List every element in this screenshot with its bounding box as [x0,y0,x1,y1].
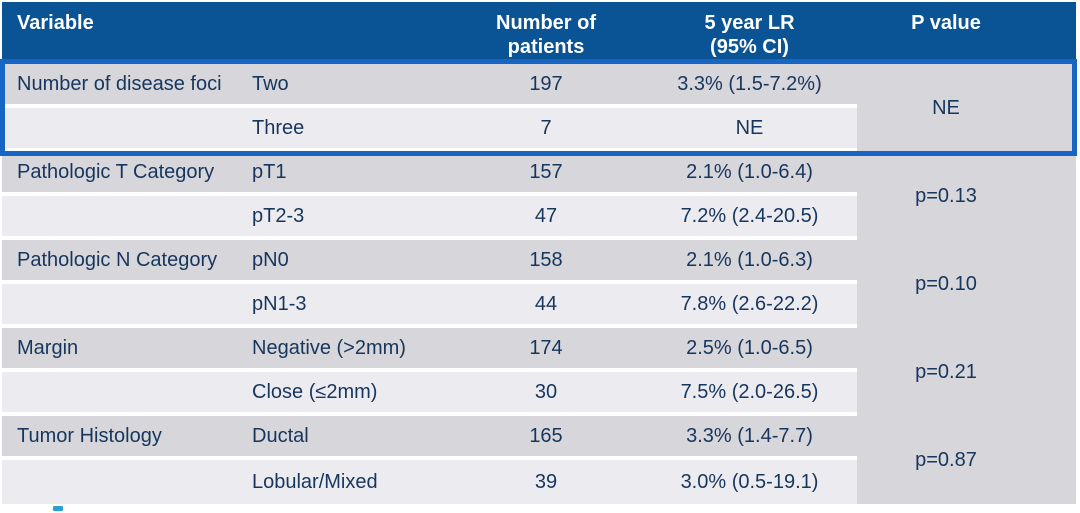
pvalue-cell: p=0.10 [857,240,1076,328]
table-row: Lobular/Mixed 39 3.0% (0.5-19.1) [2,460,1076,504]
patients-cell: 197 [450,64,642,108]
variable-cell-empty [2,196,240,240]
table-row: Close (≤2mm) 30 7.5% (2.0-26.5) [2,372,1076,416]
lr-cell: 3.3% (1.5-7.2%) [642,64,857,108]
cropped-footnote-mark [53,506,63,511]
variable-cell: Margin [2,328,240,372]
pvalue-cell: NE [857,64,1076,152]
category-cell: Negative (>2mm) [240,328,450,372]
variable-cell-empty [2,372,240,416]
lr-cell: 3.0% (0.5-19.1) [642,460,857,504]
category-cell: pT2-3 [240,196,450,240]
col-header-patients: Number of patients [450,2,642,64]
lr-cell: NE [642,108,857,152]
category-cell: Two [240,64,450,108]
variable-cell: Number of disease foci [2,64,240,108]
category-cell: Ductal [240,416,450,460]
pvalue-cell: p=0.13 [857,152,1076,240]
table-row: Margin Negative (>2mm) 174 2.5% (1.0-6.5… [2,328,1076,416]
col-header-variable: Variable [2,2,450,64]
patients-cell: 157 [450,152,642,196]
table-row: Number of disease foci Two 197 3.3% (1.5… [2,64,1076,152]
category-cell: pT1 [240,152,450,196]
category-cell: pN1-3 [240,284,450,328]
lr-cell: 2.1% (1.0-6.4) [642,152,857,196]
patients-cell: 39 [450,460,642,504]
patients-cell: 174 [450,328,642,372]
patients-cell: 165 [450,416,642,460]
results-table: Variable Number of patients 5 year LR (9… [2,2,1076,504]
patients-cell: 7 [450,108,642,152]
col-header-pvalue: P value [857,2,1076,64]
table-row: Three 7 NE [2,108,1076,152]
lr-cell: 2.5% (1.0-6.5) [642,328,857,372]
pvalue-cell: p=0.87 [857,416,1076,504]
table-row: pN1-3 44 7.8% (2.6-22.2) [2,284,1076,328]
lr-cell: 2.1% (1.0-6.3) [642,240,857,284]
table-row: Tumor Histology Ductal 165 3.3% (1.4-7.7… [2,416,1076,504]
category-cell: Three [240,108,450,152]
lr-cell: 3.3% (1.4-7.7) [642,416,857,460]
lr-cell: 7.8% (2.6-22.2) [642,284,857,328]
patients-cell: 30 [450,372,642,416]
lr-cell: 7.5% (2.0-26.5) [642,372,857,416]
variable-cell: Pathologic N Category [2,240,240,284]
table-row: pT2-3 47 7.2% (2.4-20.5) [2,196,1076,240]
table-row: Pathologic N Category pN0 158 2.1% (1.0-… [2,240,1076,328]
variable-cell: Tumor Histology [2,416,240,460]
category-cell: Close (≤2mm) [240,372,450,416]
variable-cell: Pathologic T Category [2,152,240,196]
table-row: Pathologic T Category pT1 157 2.1% (1.0-… [2,152,1076,240]
category-cell: pN0 [240,240,450,284]
col-header-5yr-lr: 5 year LR (95% CI) [642,2,857,64]
lr-cell: 7.2% (2.4-20.5) [642,196,857,240]
patients-cell: 47 [450,196,642,240]
header-row: Variable Number of patients 5 year LR (9… [2,2,1076,64]
variable-cell-empty [2,284,240,328]
variable-cell-empty [2,460,240,504]
category-cell: Lobular/Mixed [240,460,450,504]
patients-cell: 158 [450,240,642,284]
patients-cell: 44 [450,284,642,328]
pvalue-cell: p=0.21 [857,328,1076,416]
variable-cell-empty [2,108,240,152]
